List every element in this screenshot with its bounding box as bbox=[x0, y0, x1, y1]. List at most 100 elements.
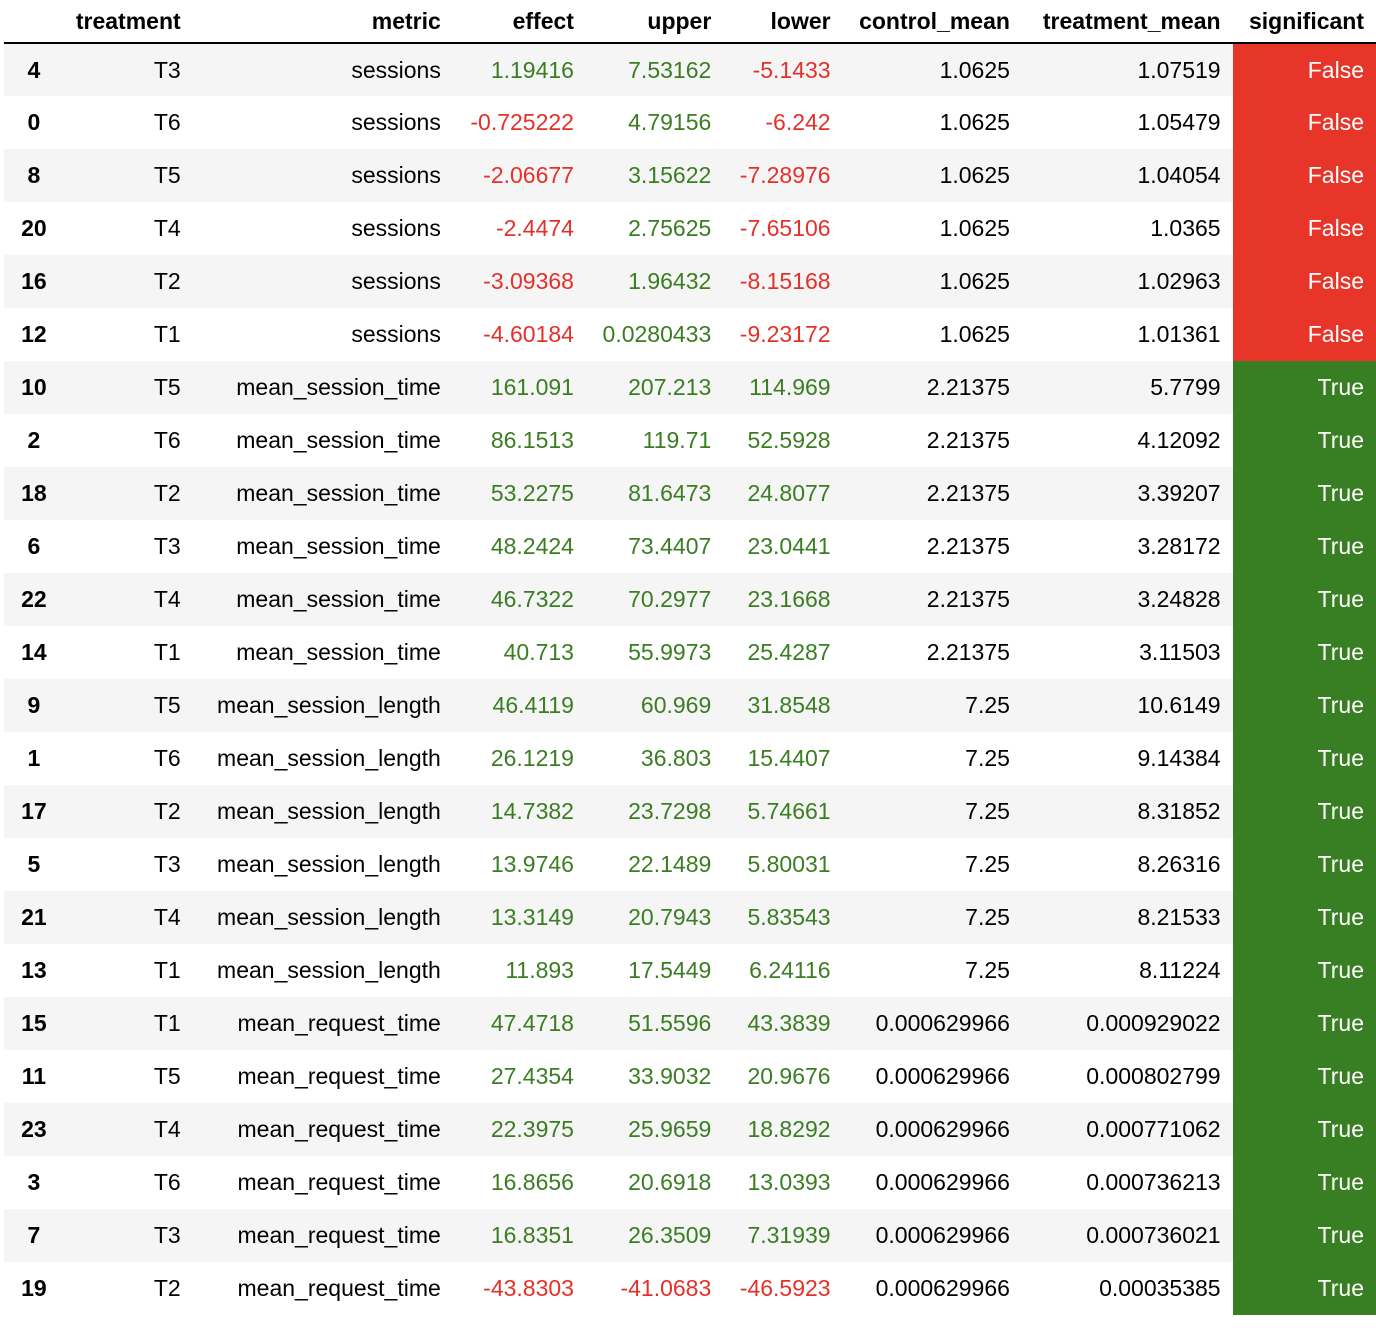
table-header: treatment metric effect upper lower cont… bbox=[4, 0, 1376, 44]
cell-effect: 53.2275 bbox=[490, 480, 574, 506]
cell-treatment: T4 bbox=[153, 215, 181, 241]
cell-upper: 0.0280433 bbox=[602, 321, 712, 347]
cell-significant: True bbox=[1232, 785, 1376, 838]
cell-treatment-mean: 1.04054 bbox=[1137, 162, 1221, 188]
cell-lower: -7.65106 bbox=[739, 215, 831, 241]
cell-control-mean: 2.21375 bbox=[926, 427, 1010, 453]
cell-effect: 46.4119 bbox=[492, 692, 574, 718]
cell-treatment-mean: 4.12092 bbox=[1137, 427, 1221, 453]
row-index: 19 bbox=[21, 1275, 47, 1301]
cell-upper: 119.71 bbox=[642, 427, 712, 453]
cell-metric: mean_request_time bbox=[237, 1169, 441, 1195]
row-index: 17 bbox=[21, 798, 47, 824]
cell-treatment-mean: 0.00035385 bbox=[1099, 1275, 1221, 1301]
cell-treatment-mean: 3.39207 bbox=[1137, 480, 1221, 506]
cell-treatment-mean: 3.24828 bbox=[1137, 586, 1221, 612]
cell-effect: 22.3975 bbox=[490, 1116, 574, 1142]
cell-upper: 70.2977 bbox=[628, 586, 712, 612]
header-upper: upper bbox=[585, 0, 724, 44]
header-significant: significant bbox=[1232, 0, 1376, 44]
cell-lower: 5.80031 bbox=[747, 851, 831, 877]
cell-significant: False bbox=[1232, 308, 1376, 361]
cell-significant: True bbox=[1232, 626, 1376, 679]
cell-control-mean: 2.21375 bbox=[926, 480, 1010, 506]
table-row: 4 T3 sessions 1.19416 7.53162 -5.1433 1.0625 1.… bbox=[4, 43, 1376, 96]
header-control-mean: control_mean bbox=[842, 0, 1022, 44]
cell-lower: -5.1433 bbox=[752, 56, 831, 83]
cell-treatment-mean: 9.14384 bbox=[1137, 745, 1221, 771]
cell-metric: mean_session_length bbox=[217, 745, 441, 771]
table-row: 23 T4 mean_request_time 22.3975 25.9659 18.82… bbox=[4, 1103, 1376, 1156]
cell-treatment-mean: 1.02963 bbox=[1137, 268, 1221, 294]
cell-significant: True bbox=[1232, 1156, 1376, 1209]
table-row: 20 T4 sessions -2.4474 2.75625 -7.65106 1.0625… bbox=[4, 202, 1376, 255]
cell-lower: 43.3839 bbox=[747, 1010, 831, 1036]
cell-control-mean: 2.21375 bbox=[926, 586, 1010, 612]
header-lower: lower bbox=[723, 0, 843, 44]
cell-metric: mean_request_time bbox=[237, 1010, 441, 1036]
cell-treatment-mean: 3.11503 bbox=[1139, 639, 1221, 665]
cell-metric: mean_request_time bbox=[237, 1275, 441, 1301]
cell-treatment: T4 bbox=[153, 1116, 181, 1142]
cell-upper: 1.96432 bbox=[628, 268, 712, 294]
cell-effect: 26.1219 bbox=[490, 745, 574, 771]
table-row: 9 T5 mean_session_length 46.4119 60.969 31.85… bbox=[4, 679, 1376, 732]
cell-control-mean: 2.21375 bbox=[926, 639, 1010, 665]
header-row: treatment metric effect upper lower cont… bbox=[4, 0, 1376, 44]
cell-control-mean: 0.000629966 bbox=[875, 1063, 1010, 1089]
cell-control-mean: 1.0625 bbox=[939, 109, 1010, 135]
cell-treatment: T3 bbox=[153, 533, 181, 559]
cell-treatment-mean: 5.7799 bbox=[1150, 374, 1221, 400]
cell-lower: 23.1668 bbox=[747, 586, 831, 612]
cell-upper: 33.9032 bbox=[628, 1063, 712, 1089]
row-index: 13 bbox=[21, 957, 47, 983]
cell-upper: 17.5449 bbox=[628, 957, 712, 983]
cell-significant: True bbox=[1232, 1103, 1376, 1156]
header-treatment-mean: treatment_mean bbox=[1021, 0, 1233, 44]
cell-treatment: T1 bbox=[153, 957, 181, 983]
cell-effect: -0.725222 bbox=[470, 109, 574, 135]
table-row: 13 T1 mean_session_length 11.893 17.5449 6.24… bbox=[4, 944, 1376, 997]
cell-treatment: T6 bbox=[153, 427, 181, 453]
cell-treatment: T1 bbox=[153, 639, 181, 665]
cell-upper: 20.6918 bbox=[628, 1169, 712, 1195]
cell-control-mean: 2.21375 bbox=[926, 374, 1010, 400]
results-dataframe: treatment metric effect upper lower cont… bbox=[4, 0, 1376, 1315]
cell-control-mean: 0.000629966 bbox=[875, 1169, 1010, 1195]
row-index: 2 bbox=[27, 427, 41, 453]
cell-treatment-mean: 10.6149 bbox=[1137, 692, 1221, 718]
cell-upper: 3.15622 bbox=[628, 162, 712, 188]
cell-lower: -6.242 bbox=[765, 109, 831, 135]
cell-significant: True bbox=[1232, 361, 1376, 414]
cell-treatment: T1 bbox=[153, 321, 181, 347]
cell-significant: False bbox=[1232, 255, 1376, 308]
cell-significant: True bbox=[1232, 467, 1376, 520]
cell-effect: 16.8351 bbox=[490, 1222, 574, 1248]
cell-treatment: T5 bbox=[153, 162, 181, 188]
cell-control-mean: 7.25 bbox=[965, 851, 1010, 877]
cell-effect: 14.7382 bbox=[490, 798, 574, 824]
cell-control-mean: 0.000629966 bbox=[875, 1275, 1010, 1301]
cell-effect: -3.09368 bbox=[483, 268, 574, 294]
cell-treatment-mean: 8.11224 bbox=[1139, 957, 1221, 983]
cell-upper: 7.53162 bbox=[628, 56, 712, 83]
cell-treatment: T2 bbox=[153, 798, 181, 824]
cell-control-mean: 1.0625 bbox=[939, 215, 1010, 241]
table-row: 2 T6 mean_session_time 86.1513 119.71 52.5928… bbox=[4, 414, 1376, 467]
table-row: 22 T4 mean_session_time 46.7322 70.2977 23.16… bbox=[4, 573, 1376, 626]
cell-metric: mean_session_time bbox=[236, 533, 441, 559]
cell-metric: mean_session_length bbox=[217, 692, 441, 718]
cell-treatment-mean: 0.000736021 bbox=[1086, 1222, 1221, 1248]
cell-treatment: T3 bbox=[153, 56, 181, 83]
cell-treatment: T6 bbox=[153, 1169, 181, 1195]
row-index: 4 bbox=[27, 56, 41, 83]
cell-significant: False bbox=[1232, 202, 1376, 255]
cell-treatment: T3 bbox=[153, 1222, 181, 1248]
cell-lower: 18.8292 bbox=[747, 1116, 831, 1142]
cell-metric: sessions bbox=[351, 268, 441, 294]
cell-control-mean: 1.0625 bbox=[939, 321, 1010, 347]
table-row: 1 T6 mean_session_length 26.1219 36.803 15.44… bbox=[4, 732, 1376, 785]
row-index: 15 bbox=[21, 1010, 47, 1036]
table-row: 10 T5 mean_session_time 161.091 207.213 114.9… bbox=[4, 361, 1376, 414]
row-index: 18 bbox=[21, 480, 47, 506]
